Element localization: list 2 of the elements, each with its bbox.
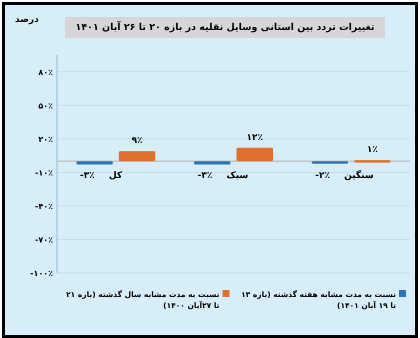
ylabel: درصد bbox=[15, 15, 39, 25]
title: تغییرات تردد بین استانی وسایل نقلیه در بازه ۲۰ تا ۲۶ آبان ۱۴۰۱ bbox=[65, 17, 385, 38]
